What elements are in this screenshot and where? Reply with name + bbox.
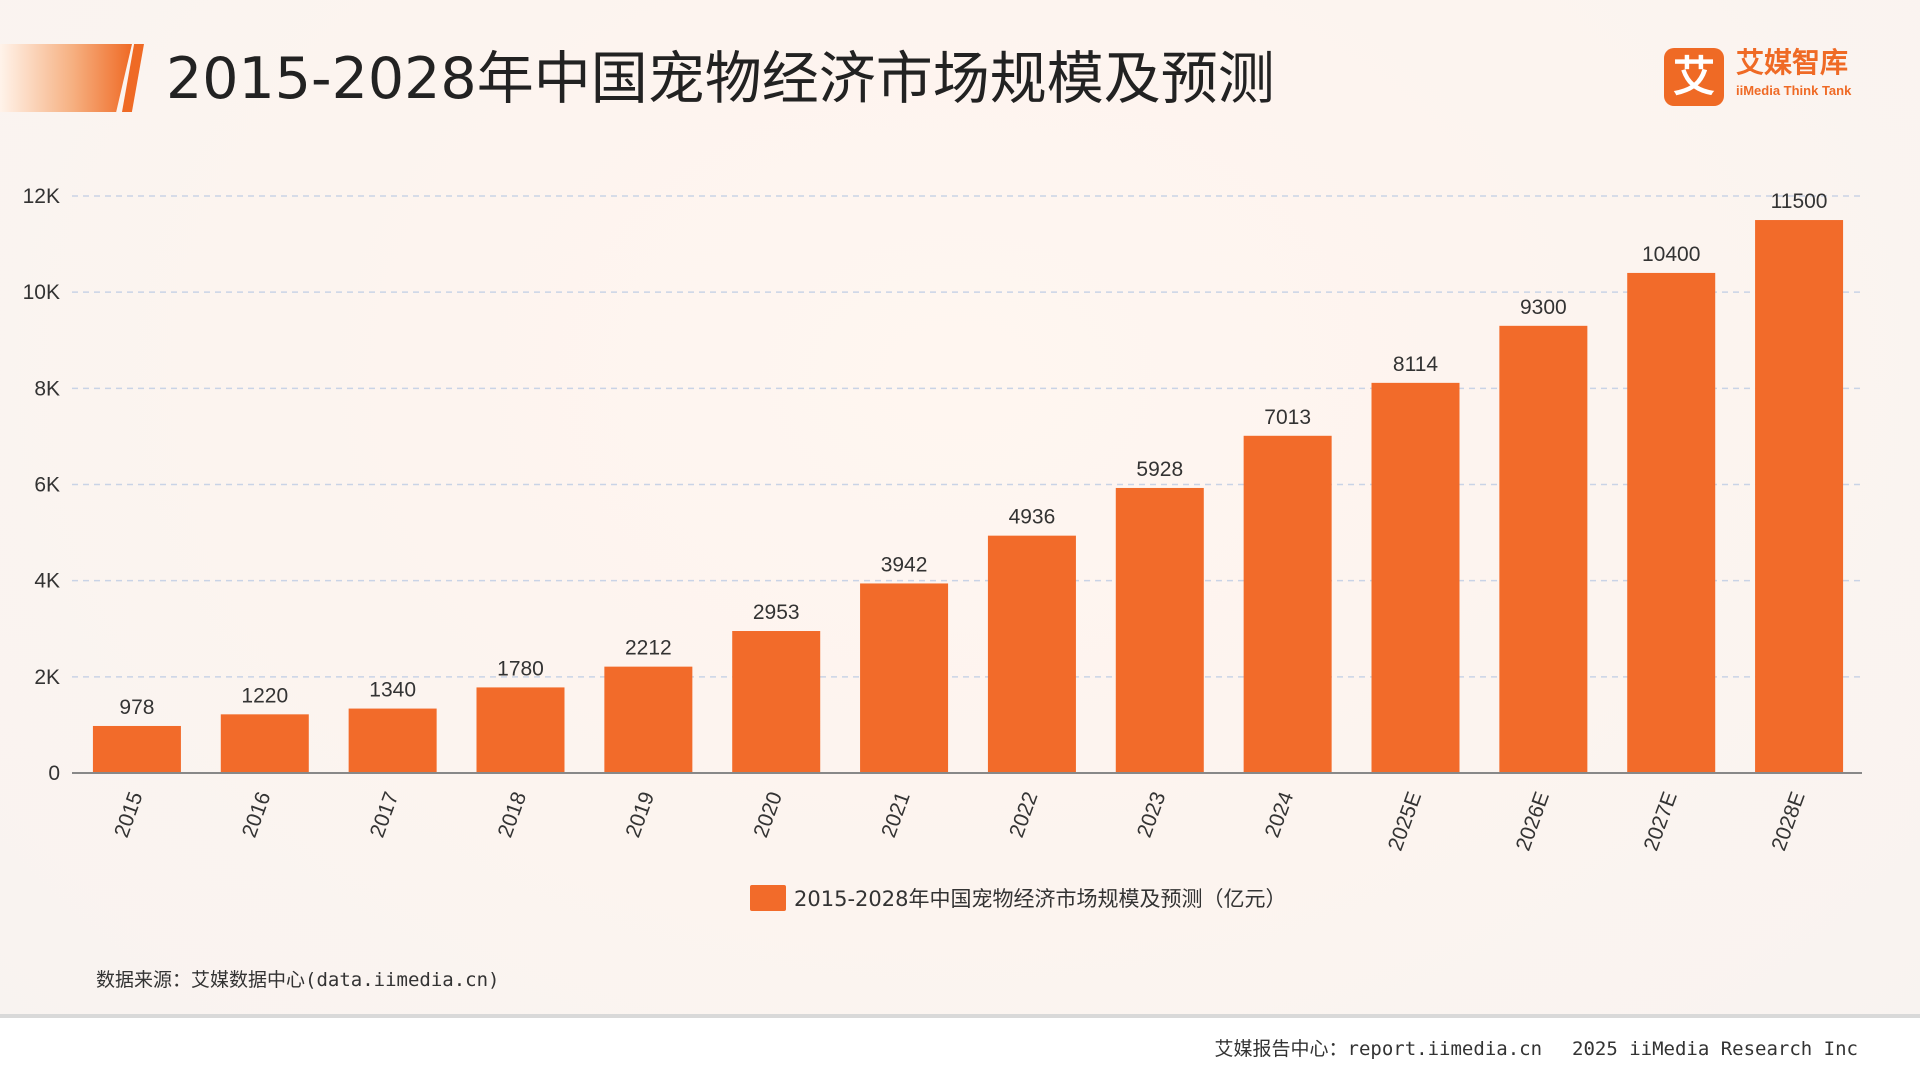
bar xyxy=(1499,325,1588,773)
data-labels: 978 1220 1340 1780 2212 2953 3942 4936 5928 7013 8… xyxy=(119,190,1827,719)
title-bar: 2015-2028年中国宠物经济市场规模及预测 xyxy=(0,40,1400,120)
data-label: 2953 xyxy=(753,601,800,624)
brand-mark-icon: 艾 xyxy=(1664,48,1724,106)
bar xyxy=(476,687,565,773)
data-source-note: 数据来源：艾媒数据中心(data.iimedia.cn) xyxy=(96,969,500,991)
x-tick-label: 2028E xyxy=(1767,789,1809,854)
gridlines xyxy=(72,195,1862,678)
data-label: 3942 xyxy=(881,553,928,576)
legend-label: 2015-2028年中国宠物经济市场规模及预测（亿元） xyxy=(794,887,1286,911)
data-label: 10400 xyxy=(1642,243,1700,266)
bar xyxy=(1115,487,1204,773)
legend: 2015-2028年中国宠物经济市场规模及预测（亿元） xyxy=(750,885,1286,911)
x-tick-label: 2023 xyxy=(1133,789,1171,841)
brand-name: 艾媒智库 xyxy=(1736,46,1849,79)
x-tick-label: 2022 xyxy=(1005,789,1043,841)
footer-divider xyxy=(0,1014,1920,1018)
bar xyxy=(604,666,693,773)
bar xyxy=(1243,435,1332,773)
data-label: 1780 xyxy=(497,657,544,680)
y-tick-label: 4K xyxy=(34,570,60,593)
bar xyxy=(1627,272,1716,773)
y-tick-label: 12K xyxy=(23,185,60,208)
y-tick-label: 8K xyxy=(34,377,60,400)
bar xyxy=(987,535,1076,773)
x-tick-label: 2015 xyxy=(110,789,148,841)
x-tick-label: 2017 xyxy=(366,789,404,841)
bar xyxy=(92,725,181,773)
bar xyxy=(732,631,821,773)
data-label: 9300 xyxy=(1520,296,1567,319)
y-tick-label: 6K xyxy=(34,474,60,497)
y-tick-label: 10K xyxy=(23,281,60,304)
x-tick-label: 2026E xyxy=(1512,789,1554,854)
brand-tagline: iiMedia Think Tank xyxy=(1736,83,1852,98)
bar xyxy=(860,583,949,773)
x-tick-label: 2027E xyxy=(1640,789,1682,854)
data-label: 978 xyxy=(119,696,154,719)
data-label: 11500 xyxy=(1771,190,1828,213)
legend-swatch xyxy=(750,885,786,911)
y-tick-label: 2K xyxy=(34,666,60,689)
bar xyxy=(220,714,309,773)
footer-bar xyxy=(0,1018,1920,1080)
bar xyxy=(348,708,437,773)
x-tick-label: 2024 xyxy=(1261,789,1299,841)
x-tick-label: 2018 xyxy=(494,789,532,841)
data-label: 4936 xyxy=(1009,506,1056,529)
footer-copyright: 2025 iiMedia Research Inc xyxy=(1572,1038,1858,1060)
bar xyxy=(1371,382,1460,773)
x-tick-label: 2020 xyxy=(749,789,787,841)
bar-chart: 0 2K 4K 6K 8K 10K 12K 978 1220 1340 1780 2212 2953 3… xyxy=(23,185,1862,911)
x-tick-label: 2025E xyxy=(1384,789,1426,854)
brand-logo: 艾 艾媒智库 iiMedia Think Tank xyxy=(1664,46,1864,110)
footer-report-link: 艾媒报告中心：report.iimedia.cn xyxy=(1214,1038,1543,1060)
data-label: 1340 xyxy=(369,679,416,702)
bars xyxy=(92,220,1844,773)
data-label: 2212 xyxy=(625,637,672,660)
x-axis-ticks: 2015 2016 2017 2018 2019 2020 2021 2022 2023 2024… xyxy=(110,789,1810,854)
title-accent-decoration xyxy=(0,44,132,112)
x-tick-label: 2021 xyxy=(877,789,915,841)
y-tick-label: 0 xyxy=(48,762,60,785)
bar xyxy=(1755,220,1844,773)
footer: 艾媒报告中心：report.iimedia.cn 2025 iiMedia Res… xyxy=(1215,1037,1858,1061)
page-title: 2015-2028年中国宠物经济市场规模及预测 xyxy=(166,46,1275,112)
data-label: 5928 xyxy=(1136,458,1183,481)
data-label: 1220 xyxy=(241,684,288,707)
x-tick-label: 2019 xyxy=(621,789,659,841)
y-axis-ticks: 0 2K 4K 6K 8K 10K 12K xyxy=(23,185,60,785)
data-label: 7013 xyxy=(1264,406,1311,429)
x-tick-label: 2016 xyxy=(238,789,276,841)
data-label: 8114 xyxy=(1393,353,1438,376)
